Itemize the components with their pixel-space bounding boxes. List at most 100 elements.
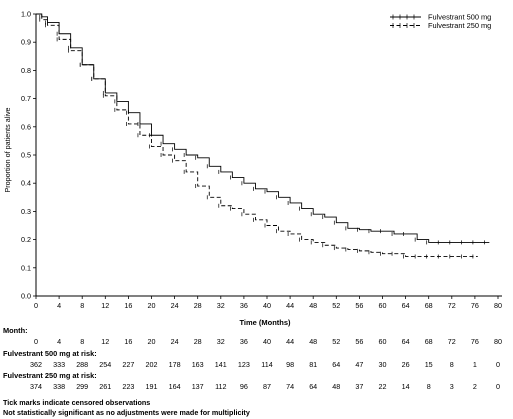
legend-label-2: Fulvestrant 250 mg bbox=[428, 21, 491, 30]
risk-cell: 8 bbox=[80, 337, 85, 346]
risk-cell: 26 bbox=[401, 360, 410, 369]
risk-cell: 56 bbox=[355, 337, 364, 346]
x-axis-label: Time (Months) bbox=[239, 318, 291, 327]
y-tick-label: 0.6 bbox=[21, 122, 31, 131]
risk-cell: 191 bbox=[145, 382, 158, 391]
risk-cell: 0 bbox=[496, 382, 500, 391]
risk-cell: 52 bbox=[332, 337, 341, 346]
y-tick-label: 0.3 bbox=[21, 207, 31, 216]
risk-cell: 28 bbox=[193, 337, 202, 346]
x-tick-label: 0 bbox=[34, 301, 38, 310]
x-tick-label: 20 bbox=[148, 301, 156, 310]
risk-cell: 4 bbox=[57, 337, 62, 346]
x-tick-label: 8 bbox=[80, 301, 84, 310]
risk-cell: 178 bbox=[168, 360, 181, 369]
x-tick-label: 60 bbox=[379, 301, 387, 310]
legend-label-1: Fulvestrant 500 mg bbox=[428, 13, 491, 22]
y-tick-label: 0.7 bbox=[21, 94, 31, 103]
risk-cell: 261 bbox=[99, 382, 112, 391]
x-tick-label: 24 bbox=[171, 301, 179, 310]
risk-cell: 362 bbox=[30, 360, 42, 369]
risk-cell: 36 bbox=[239, 337, 248, 346]
x-tick-label: 12 bbox=[101, 301, 109, 310]
risk-cell: 3 bbox=[449, 382, 454, 391]
series-line-2 bbox=[36, 13, 478, 257]
risk-cell: 374 bbox=[30, 382, 42, 391]
risk-cell: 0 bbox=[496, 360, 500, 369]
risk-cell: 64 bbox=[401, 337, 410, 346]
risk-cell: 227 bbox=[122, 360, 135, 369]
risk-cell: 40 bbox=[263, 337, 271, 346]
x-tick-label: 72 bbox=[448, 301, 456, 310]
y-tick-label: 0.2 bbox=[21, 235, 31, 244]
risk-cell: 164 bbox=[168, 382, 181, 391]
risk-cell: 163 bbox=[191, 360, 204, 369]
risk-cell: 68 bbox=[424, 337, 433, 346]
risk-cell: 112 bbox=[215, 382, 227, 391]
x-tick-label: 76 bbox=[471, 301, 479, 310]
group-250-row: 374 338 299 261 223 191 164 137 112 96 87 74 64 48 37 2… bbox=[0, 382, 513, 394]
x-tick-label: 48 bbox=[309, 301, 317, 310]
risk-cell: 2 bbox=[472, 382, 477, 391]
chart-axes: 0 4 8 12 16 20 24 28 32 36 40 44 48 52 56 60 64 68 72 76 800… bbox=[21, 10, 502, 310]
footnote-censored: Tick marks indicate censored observation… bbox=[3, 398, 151, 407]
risk-cell: 44 bbox=[286, 337, 295, 346]
risk-cell: 74 bbox=[286, 382, 295, 391]
x-tick-label: 80 bbox=[494, 301, 502, 310]
group-500-row: 362 333 288 254 227 202 178 163 141 123 114 98 81 64 4… bbox=[0, 360, 513, 372]
risk-cell: 30 bbox=[378, 360, 387, 369]
y-tick-label: 1.0 bbox=[21, 10, 31, 19]
risk-cell: 80 bbox=[494, 337, 502, 346]
x-tick-label: 44 bbox=[286, 301, 294, 310]
y-tick-label: 0.5 bbox=[21, 151, 31, 160]
x-tick-label: 64 bbox=[402, 301, 410, 310]
risk-cell: 47 bbox=[355, 360, 364, 369]
risk-cell: 338 bbox=[53, 382, 66, 391]
y-tick-label: 0.1 bbox=[21, 263, 31, 272]
risk-cell: 24 bbox=[170, 337, 179, 346]
x-tick-label: 52 bbox=[332, 301, 340, 310]
x-tick-label: 40 bbox=[263, 301, 271, 310]
risk-cell: 64 bbox=[309, 382, 318, 391]
risk-cell: 8 bbox=[426, 382, 431, 391]
risk-cell: 123 bbox=[237, 360, 250, 369]
risk-cell: 60 bbox=[378, 337, 387, 346]
risk-cell: 32 bbox=[216, 337, 225, 346]
y-tick-label: 0.8 bbox=[21, 66, 31, 75]
risk-cell: 114 bbox=[261, 360, 273, 369]
risk-cell: 72 bbox=[447, 337, 456, 346]
x-tick-label: 32 bbox=[217, 301, 225, 310]
x-tick-label: 56 bbox=[355, 301, 363, 310]
risk-cell: 64 bbox=[332, 360, 341, 369]
risk-cell: 48 bbox=[332, 382, 341, 391]
x-tick-label: 16 bbox=[124, 301, 132, 310]
group-250-label: Fulvestrant 250 mg at risk: bbox=[3, 371, 97, 380]
risk-cell: 87 bbox=[263, 382, 271, 391]
risk-cell: 137 bbox=[191, 382, 204, 391]
footnote-significance: Not statistically significant as no adju… bbox=[3, 408, 250, 417]
risk-cell: 16 bbox=[124, 337, 133, 346]
risk-cell: 22 bbox=[378, 382, 387, 391]
risk-cell: 141 bbox=[214, 360, 227, 369]
risk-cell: 223 bbox=[122, 382, 135, 391]
chart-series bbox=[36, 13, 490, 259]
risk-cell: 254 bbox=[99, 360, 112, 369]
x-tick-label: 36 bbox=[240, 301, 248, 310]
risk-cell: 1 bbox=[472, 360, 477, 369]
risk-cell: 0 bbox=[34, 337, 38, 346]
risk-cell: 37 bbox=[355, 382, 364, 391]
month-row: 0 4 8 12 16 20 24 28 32 36 40 44 48 52 56 60 64 68 72 76 80 bbox=[0, 337, 513, 349]
risk-cell: 20 bbox=[147, 337, 156, 346]
x-tick-label: 68 bbox=[425, 301, 433, 310]
group-500-label: Fulvestrant 500 mg at risk: bbox=[3, 349, 97, 358]
risk-cell: 76 bbox=[470, 337, 479, 346]
risk-cell: 202 bbox=[145, 360, 158, 369]
risk-cell: 12 bbox=[101, 337, 110, 346]
x-tick-label: 4 bbox=[57, 301, 61, 310]
month-label: Month: bbox=[3, 326, 28, 335]
survival-chart: 0 4 8 12 16 20 24 28 32 36 40 44 48 52 56 60 64 68 72 76 800… bbox=[3, 10, 502, 327]
risk-cell: 299 bbox=[76, 382, 89, 391]
risk-cell: 288 bbox=[76, 360, 89, 369]
risk-cell: 14 bbox=[401, 382, 410, 391]
